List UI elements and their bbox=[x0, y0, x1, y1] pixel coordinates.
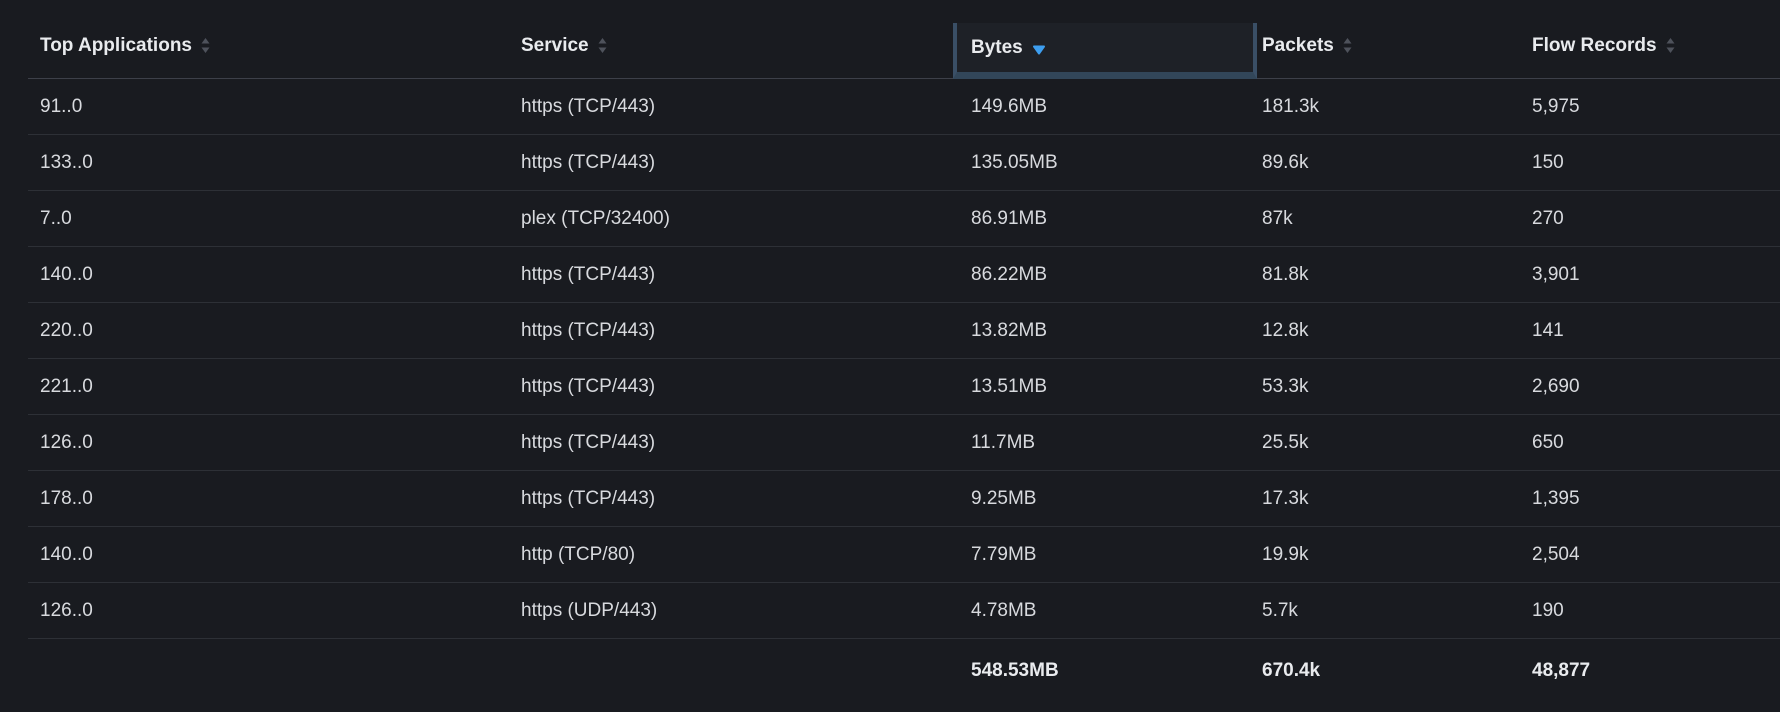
packets-cell: 12.8k bbox=[1262, 320, 1309, 341]
service-cell: https (TCP/443) bbox=[521, 96, 656, 117]
flow-records-cell: 150 bbox=[1532, 152, 1564, 173]
totals-empty-cell bbox=[0, 639, 507, 712]
service-cell: https (TCP/443) bbox=[521, 152, 656, 173]
table-row: 178..0 https (TCP/443) 9.25MB 17.3k 1,39… bbox=[0, 471, 1780, 527]
flow-records-cell: 141 bbox=[1532, 320, 1564, 341]
flow-records-cell: 3,901 bbox=[1532, 264, 1580, 285]
app-cell: 91..0 bbox=[40, 96, 83, 117]
app-cell: 220..0 bbox=[40, 320, 93, 341]
bytes-cell: 149.6MB bbox=[971, 96, 1048, 117]
app-cell: 126..0 bbox=[40, 432, 93, 453]
bytes-cell: 11.7MB bbox=[971, 432, 1036, 453]
totals-row: 548.53MB 670.4k 48,877 bbox=[0, 639, 1780, 712]
app-cell: 126..0 bbox=[40, 600, 93, 621]
service-cell: https (TCP/443) bbox=[521, 320, 656, 341]
packets-cell: 181.3k bbox=[1262, 96, 1320, 117]
flow-records-cell: 190 bbox=[1532, 600, 1564, 621]
column-header-top-applications[interactable]: Top Applications bbox=[0, 0, 507, 79]
totals-flow-records: 48,877 bbox=[1532, 659, 1591, 681]
app-cell: 221..0 bbox=[40, 376, 93, 397]
flow-records-cell: 650 bbox=[1532, 432, 1564, 453]
bytes-cell: 13.82MB bbox=[971, 320, 1048, 341]
app-cell: 140..0 bbox=[40, 544, 93, 565]
sort-carets-icon bbox=[1665, 37, 1676, 54]
table-row: 221..0 https (TCP/443) 13.51MB 53.3k 2,6… bbox=[0, 359, 1780, 415]
packets-cell: 89.6k bbox=[1262, 152, 1309, 173]
sort-carets-icon bbox=[200, 37, 211, 54]
column-header-label: Top Applications bbox=[40, 34, 192, 56]
column-header-label: Packets bbox=[1262, 34, 1334, 56]
bytes-cell: 4.78MB bbox=[971, 600, 1037, 621]
flow-records-cell: 5,975 bbox=[1532, 96, 1580, 117]
app-cell: 7..0 bbox=[40, 208, 72, 229]
table-row: 140..0 https (TCP/443) 86.22MB 81.8k 3,9… bbox=[0, 247, 1780, 303]
bytes-cell: 7.79MB bbox=[971, 544, 1037, 565]
column-header-flow-records[interactable]: Flow Records bbox=[1518, 0, 1780, 79]
service-cell: https (TCP/443) bbox=[521, 488, 656, 509]
app-cell: 140..0 bbox=[40, 264, 93, 285]
packets-cell: 53.3k bbox=[1262, 376, 1309, 397]
table-row: 7..0 plex (TCP/32400) 86.91MB 87k 270 bbox=[0, 191, 1780, 247]
table-row: 91..0 https (TCP/443) 149.6MB 181.3k 5,9… bbox=[0, 79, 1780, 135]
column-header-bytes-sorted-desc[interactable]: Bytes bbox=[953, 23, 1257, 79]
bytes-cell: 86.22MB bbox=[971, 264, 1048, 285]
column-header-packets[interactable]: Packets bbox=[1257, 0, 1518, 79]
bytes-cell: 135.05MB bbox=[971, 152, 1058, 173]
packets-cell: 5.7k bbox=[1262, 600, 1298, 621]
app-cell: 178..0 bbox=[40, 488, 93, 509]
flow-records-cell: 2,690 bbox=[1532, 376, 1580, 397]
packets-cell: 87k bbox=[1262, 208, 1293, 229]
service-cell: https (TCP/443) bbox=[521, 264, 656, 285]
table-row: 220..0 https (TCP/443) 13.82MB 12.8k 141 bbox=[0, 303, 1780, 359]
bytes-cell: 9.25MB bbox=[971, 488, 1037, 509]
table-row: 140..0 http (TCP/80) 7.79MB 19.9k 2,504 bbox=[0, 527, 1780, 583]
bytes-cell: 86.91MB bbox=[971, 208, 1048, 229]
app-cell: 133..0 bbox=[40, 152, 93, 173]
service-cell: https (UDP/443) bbox=[521, 600, 658, 621]
flow-records-cell: 2,504 bbox=[1532, 544, 1580, 565]
service-cell: plex (TCP/32400) bbox=[521, 208, 670, 229]
column-header-label: Bytes bbox=[971, 36, 1023, 58]
service-cell: https (TCP/443) bbox=[521, 432, 656, 453]
flow-records-cell: 270 bbox=[1532, 208, 1564, 229]
column-header-label: Service bbox=[521, 34, 589, 56]
column-header-label: Flow Records bbox=[1532, 34, 1657, 56]
table-header-row: Top Applications Service Bytes Packets F… bbox=[0, 0, 1780, 79]
sort-carets-icon bbox=[597, 37, 608, 54]
packets-cell: 81.8k bbox=[1262, 264, 1309, 285]
table-row: 133..0 https (TCP/443) 135.05MB 89.6k 15… bbox=[0, 135, 1780, 191]
totals-bytes: 548.53MB bbox=[971, 659, 1059, 681]
sort-carets-icon bbox=[1342, 37, 1353, 54]
totals-empty-cell bbox=[507, 639, 953, 712]
packets-cell: 17.3k bbox=[1262, 488, 1309, 509]
flow-records-cell: 1,395 bbox=[1532, 488, 1580, 509]
service-cell: http (TCP/80) bbox=[521, 544, 636, 565]
packets-cell: 19.9k bbox=[1262, 544, 1309, 565]
service-cell: https (TCP/443) bbox=[521, 376, 656, 397]
column-header-service[interactable]: Service bbox=[507, 0, 953, 79]
table-row: 126..0 https (UDP/443) 4.78MB 5.7k 190 bbox=[0, 583, 1780, 639]
table-row: 126..0 https (TCP/443) 11.7MB 25.5k 650 bbox=[0, 415, 1780, 471]
sort-desc-arrow-icon bbox=[1032, 45, 1046, 55]
bytes-cell: 13.51MB bbox=[971, 376, 1048, 397]
packets-cell: 25.5k bbox=[1262, 432, 1309, 453]
totals-packets: 670.4k bbox=[1262, 659, 1321, 681]
